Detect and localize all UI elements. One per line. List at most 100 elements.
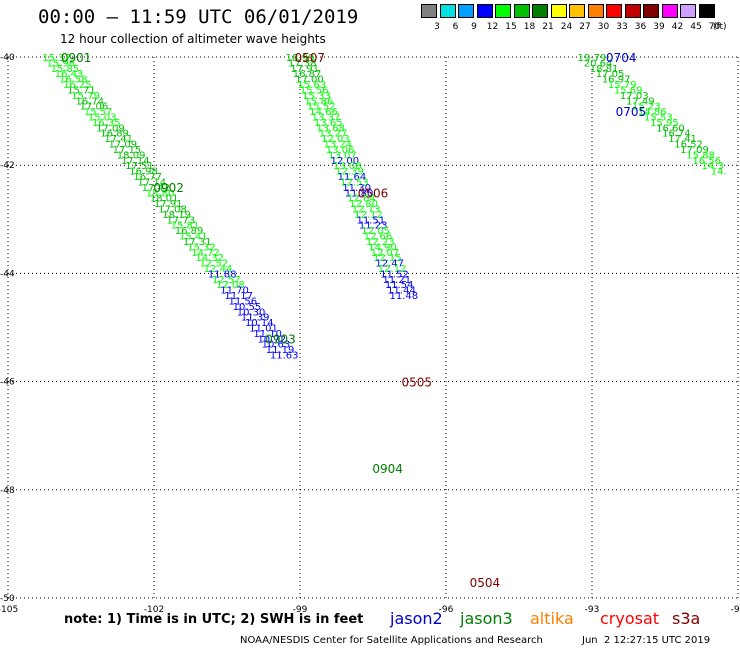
wave-height-value: 17.09 (109, 140, 138, 151)
legend-swatch (606, 4, 622, 18)
wave-height-value: 18.81 (590, 64, 619, 75)
wave-height-value: 15.86 (305, 96, 334, 107)
wave-height-value: 17.08 (158, 204, 187, 215)
wave-height-value: 16.87 (293, 69, 322, 80)
y-tick-label: -42 (0, 161, 15, 171)
wave-height-value: 17.15 (113, 145, 142, 156)
y-tick-label: -44 (0, 269, 15, 279)
wave-height-value: 15.32 (187, 242, 216, 253)
x-tick-label: -96 (439, 605, 454, 615)
legend-swatch (476, 4, 493, 18)
time-label: 0901 (61, 51, 92, 65)
wave-height-value: 18.09 (117, 150, 146, 161)
legend-label: 36 (634, 22, 647, 32)
wave-height-value: 13.24 (323, 140, 352, 151)
wave-height-value: 20.64 (584, 58, 613, 69)
wave-height-value: 17.73 (166, 215, 195, 226)
wave-height-value: 15.33 (302, 91, 331, 102)
wave-height-value: 10.30 (237, 307, 266, 318)
wave-height-value: 17.51 (125, 161, 154, 172)
wave-height-value: 13.27 (319, 129, 348, 140)
wave-height-value: 12.07 (371, 248, 400, 259)
wave-height-value: 12.08 (216, 280, 245, 291)
wave-height-value: 16.56 (692, 156, 721, 167)
wave-height-value: 14.90 (368, 242, 397, 253)
wave-height-value: 15.69 (614, 85, 643, 96)
wave-height-value: 11.52 (380, 269, 409, 280)
chart-title: 00:00 – 11:59 UTC 06/01/2019 (38, 6, 359, 28)
wave-height-value: 12.66 (364, 232, 393, 243)
y-tick-label: -48 (0, 486, 15, 496)
legend-swatch (550, 4, 567, 18)
wave-height-value: 15.52 (307, 102, 336, 113)
time-label: 0505 (402, 376, 433, 390)
wave-height-value: 13.07 (328, 150, 357, 161)
wave-height-value: 13.65 (314, 118, 343, 129)
wave-height-value: 17.00 (295, 75, 324, 86)
time-label: 0903 (265, 332, 296, 346)
x-tick-label: -102 (144, 605, 164, 615)
wave-height-value: 15.81 (171, 221, 200, 232)
wave-height-value: 15.88 (686, 150, 715, 161)
wave-height-value: 16.77 (133, 172, 162, 183)
wave-height-value: 16.60 (656, 123, 685, 134)
legend-label: 70 (708, 22, 721, 32)
wave-height-value: 15.79 (608, 80, 637, 91)
wave-height-value: 12.44 (204, 264, 233, 275)
wave-height-value: 17.09 (680, 145, 709, 156)
wave-height-value: 11.54 (385, 280, 414, 291)
legend-swatch (680, 4, 696, 18)
wave-height-value: 12.12 (378, 264, 407, 275)
wave-height-value: 11.48 (390, 291, 419, 302)
legend-swatch (458, 4, 474, 18)
wave-height-value: 17.91 (154, 199, 183, 210)
legend-swatch (532, 4, 548, 18)
wave-height-value: 12.05 (361, 226, 390, 237)
y-tick-label: -40 (0, 53, 15, 63)
wave-height-value: 12.03 (321, 134, 350, 145)
chart-marks: 15.3715.9615.8516.4316.5816.2515.7115.79… (42, 51, 726, 590)
legend-swatch (569, 4, 585, 18)
wave-height-value: 11.88 (208, 269, 237, 280)
time-label: 0904 (372, 462, 403, 476)
wave-height-value: 15.03 (88, 113, 117, 124)
wave-height-value: 11.39 (241, 313, 270, 324)
wave-height-value: 10.55 (233, 302, 262, 313)
legend-swatch (698, 4, 715, 18)
wave-height-value: 16.58 (59, 75, 88, 86)
wave-height-value: 11.70 (220, 286, 249, 297)
wave-height-value: 11.51 (356, 215, 385, 226)
wave-height-value: 13.08 (333, 161, 362, 172)
wave-height-value: 12.39 (335, 167, 364, 178)
wave-height-value: 17.09 (96, 123, 125, 134)
wave-height-value: 16.35 (92, 118, 121, 129)
wave-height-value: 16.43 (55, 69, 84, 80)
time-label: 0507 (294, 51, 325, 65)
legend-label: 24 (560, 22, 573, 32)
wave-height-value: 16.89 (175, 226, 204, 237)
wave-height-value: 17.41 (668, 134, 697, 145)
wave-height-value: 17.14 (137, 177, 166, 188)
wave-height-value: 17.05 (596, 69, 625, 80)
wave-height-value: 15.41 (179, 232, 208, 243)
wave-height-value: 11.17 (224, 291, 253, 302)
legend-label: 12 (486, 22, 499, 32)
wave-height-value: 18.01 (150, 194, 179, 205)
wave-height-value: 10.14 (245, 318, 274, 329)
wave-height-value: 17.91 (290, 64, 319, 75)
legend-swatch (643, 4, 659, 18)
wave-height-value: 14.72 (191, 248, 220, 259)
legend-label: 9 (471, 22, 477, 32)
legend-swatch (439, 4, 456, 18)
y-tick-label: -46 (0, 378, 15, 388)
satellite-jason3: jason3 (460, 609, 513, 628)
wave-height-value: 18.19 (162, 210, 191, 221)
wave-height-value: 15.71 (67, 85, 96, 96)
wave-height-value: 14. (711, 167, 727, 178)
wave-height-value: 12.52 (200, 259, 229, 270)
legend-label: 3 (434, 22, 440, 32)
legend-swatch (495, 4, 511, 18)
wave-height-value: 11.10 (253, 329, 282, 340)
wave-height-value: 14.66 (309, 107, 338, 118)
wave-height-value: 17.31 (183, 237, 212, 248)
